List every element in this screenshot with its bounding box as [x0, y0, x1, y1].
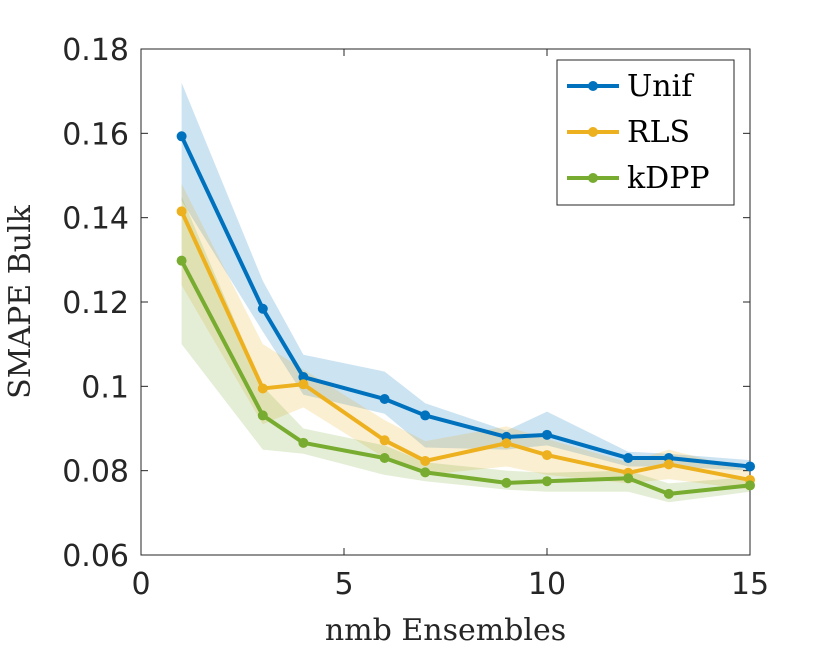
legend-item-unif: Unif	[567, 69, 694, 104]
data-point	[542, 450, 552, 461]
x-tick-label: 5	[334, 567, 353, 602]
data-point	[420, 467, 431, 478]
legend-label: Unif	[627, 69, 694, 104]
band-rls	[181, 183, 751, 490]
data-point	[420, 410, 431, 421]
y-tick-label: 0.14	[62, 202, 129, 237]
data-point	[501, 477, 512, 488]
confidence-bands	[181, 82, 751, 503]
data-point	[379, 453, 390, 464]
data-point	[379, 393, 390, 404]
data-point	[623, 473, 634, 484]
axis-ticks: 0 5 10 15 0.06 0.08 0.1 0.12 0.14 0.16 0.18	[62, 33, 769, 602]
legend-label: RLS	[627, 115, 690, 150]
x-tick-label: 0	[131, 567, 150, 602]
y-tick-label: 0.16	[62, 117, 129, 152]
legend-label: kDPP	[627, 161, 710, 196]
y-axis-title: SMAPE Bulk	[3, 204, 38, 399]
data-point	[298, 437, 309, 448]
legend-item-kdpp: kDPP	[567, 161, 710, 196]
data-point	[542, 429, 552, 440]
data-point	[298, 372, 309, 383]
data-point	[663, 459, 674, 470]
data-point	[257, 303, 268, 314]
band-unif	[181, 82, 751, 471]
legend-marker	[588, 127, 598, 137]
series-lines	[176, 131, 755, 499]
y-tick-label: 0.06	[62, 539, 129, 574]
y-tick-label: 0.08	[62, 455, 129, 490]
y-tick-label: 0.12	[62, 286, 129, 321]
data-point	[176, 255, 187, 266]
data-point	[176, 131, 187, 142]
data-point	[542, 476, 552, 487]
legend-marker	[588, 81, 598, 91]
data-point	[176, 206, 187, 217]
data-point	[745, 480, 755, 491]
data-point	[623, 453, 634, 464]
series-line-rls	[179, 210, 751, 482]
x-tick-label: 10	[528, 567, 566, 602]
data-point	[745, 461, 755, 472]
legend: Unif RLS kDPP	[556, 59, 735, 206]
series-line-kdpp	[179, 259, 751, 496]
data-point	[420, 455, 431, 466]
data-point	[257, 383, 268, 394]
x-axis-title: nmb Ensembles	[325, 613, 566, 648]
data-point	[298, 379, 309, 390]
data-point	[501, 438, 512, 449]
data-point	[663, 488, 674, 499]
y-tick-label: 0.18	[62, 33, 129, 68]
legend-item-rls: RLS	[567, 115, 690, 150]
data-point	[379, 435, 390, 446]
data-point	[257, 410, 268, 421]
series-line-unif	[179, 135, 751, 469]
x-tick-label: 15	[731, 567, 769, 602]
series-rls	[176, 206, 755, 485]
legend-marker	[588, 173, 598, 183]
y-tick-label: 0.1	[81, 370, 129, 405]
series-kdpp	[176, 255, 755, 499]
